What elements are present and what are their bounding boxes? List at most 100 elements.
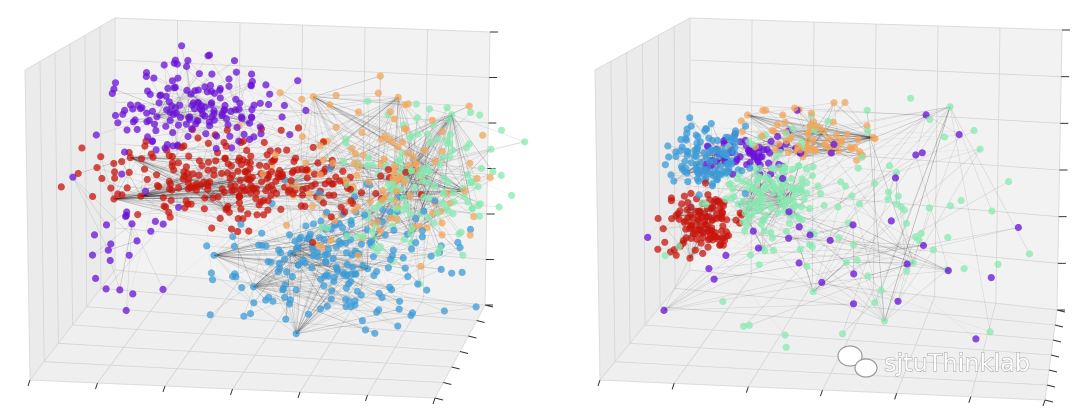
edge [72, 176, 138, 242]
edge [373, 238, 463, 256]
point [287, 177, 295, 185]
edge [915, 114, 927, 156]
tick [597, 379, 601, 387]
point [401, 264, 409, 272]
point [440, 153, 448, 161]
edge [253, 247, 461, 288]
point [785, 197, 793, 205]
point [93, 164, 101, 172]
point [894, 192, 902, 200]
tick [1056, 309, 1066, 313]
point [216, 214, 224, 222]
edge [356, 175, 465, 192]
edge [113, 197, 205, 200]
point [170, 110, 178, 118]
point [972, 335, 980, 343]
point [864, 272, 872, 280]
point [806, 122, 814, 130]
point [695, 177, 703, 185]
point [236, 192, 244, 201]
edge [880, 106, 951, 291]
edge [360, 233, 412, 296]
point [409, 153, 417, 161]
edge [451, 114, 465, 197]
point [925, 204, 933, 212]
point [854, 164, 862, 172]
point [696, 207, 704, 215]
point [263, 151, 271, 159]
edge [451, 114, 467, 148]
point [352, 270, 360, 278]
point [238, 284, 246, 292]
point [316, 305, 325, 313]
edge [253, 286, 309, 315]
point [427, 252, 435, 260]
point [701, 179, 710, 187]
grid-line [39, 61, 45, 362]
point [204, 182, 212, 190]
edge [130, 157, 283, 177]
edge [355, 97, 399, 154]
edge [253, 286, 477, 308]
point [208, 99, 216, 107]
edge [295, 229, 332, 334]
edge [685, 229, 691, 259]
edge [813, 262, 847, 292]
point [111, 174, 119, 182]
edge [131, 223, 164, 290]
point [304, 310, 312, 318]
point [713, 210, 721, 218]
point [820, 127, 828, 135]
edge [836, 135, 874, 138]
edge [403, 108, 430, 199]
edge [671, 174, 718, 181]
point [841, 182, 850, 190]
point [237, 220, 245, 228]
point [258, 229, 266, 237]
point [90, 231, 99, 239]
point [144, 133, 152, 141]
tick [1044, 399, 1054, 403]
edge [813, 262, 914, 292]
point [418, 171, 426, 179]
point [243, 146, 251, 155]
point [661, 238, 669, 246]
point [988, 207, 996, 215]
point [374, 89, 382, 97]
point [809, 288, 817, 296]
point [806, 241, 814, 249]
edge [305, 96, 314, 164]
point [342, 303, 350, 311]
point [683, 125, 691, 133]
point [110, 195, 118, 203]
point [347, 303, 355, 311]
point [425, 105, 433, 113]
edge [757, 181, 781, 201]
point [204, 139, 212, 147]
point [247, 82, 255, 90]
edge [113, 198, 249, 232]
point [89, 192, 97, 201]
point [1025, 250, 1034, 258]
edge [842, 262, 914, 334]
point [187, 90, 195, 98]
point [323, 302, 331, 310]
edge [320, 97, 399, 147]
point [396, 297, 404, 305]
point [707, 120, 715, 128]
point [870, 180, 879, 188]
point [168, 77, 176, 85]
edge [213, 239, 351, 256]
point [654, 245, 662, 253]
point [755, 261, 763, 269]
point [227, 225, 236, 233]
edge [788, 238, 924, 246]
point [681, 157, 689, 166]
edge [683, 243, 854, 305]
point [108, 89, 116, 97]
point [741, 227, 749, 235]
point [298, 191, 307, 199]
point [399, 254, 407, 262]
edge [451, 114, 470, 145]
tick [745, 386, 749, 393]
